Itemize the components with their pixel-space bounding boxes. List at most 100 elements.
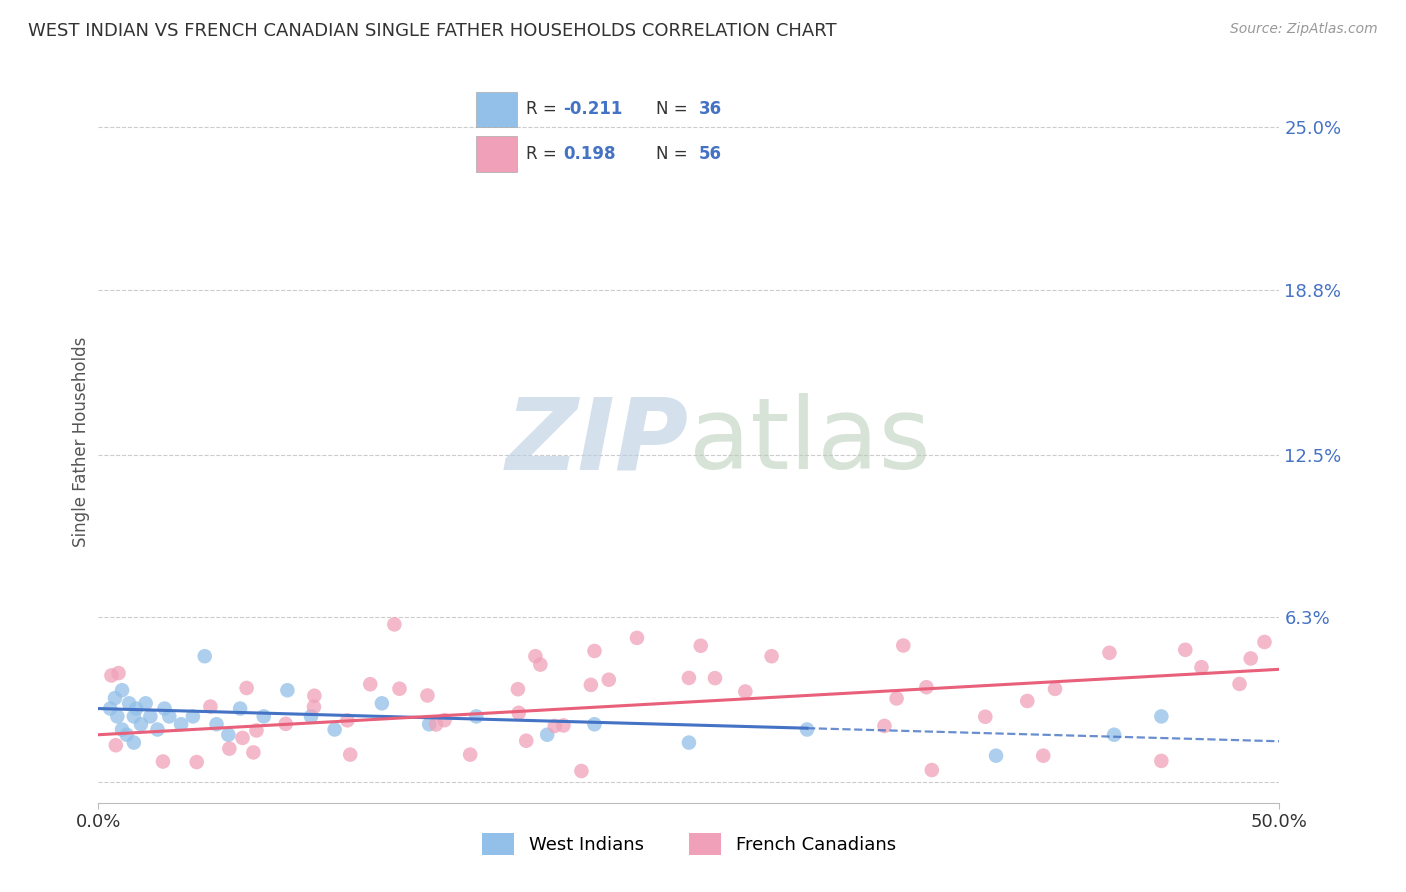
Point — [553, 718, 575, 732]
Point — [583, 717, 606, 731]
Point — [796, 723, 818, 737]
Legend: West Indians, French Canadians: West Indians, French Canadians — [475, 826, 903, 863]
Text: WEST INDIAN VS FRENCH CANADIAN SINGLE FATHER HOUSEHOLDS CORRELATION CHART: WEST INDIAN VS FRENCH CANADIAN SINGLE FA… — [28, 22, 837, 40]
Point — [304, 689, 326, 703]
Text: 36: 36 — [699, 100, 723, 118]
Point — [152, 755, 174, 769]
Point — [571, 764, 593, 778]
Point — [425, 717, 447, 731]
Point — [1150, 754, 1173, 768]
Point — [135, 696, 157, 710]
Point — [104, 738, 127, 752]
Point — [1240, 651, 1263, 665]
Text: atlas: atlas — [689, 393, 931, 490]
Point — [382, 617, 405, 632]
Point — [122, 709, 145, 723]
Point — [1191, 660, 1213, 674]
Bar — [477, 136, 516, 171]
Point — [217, 728, 239, 742]
Point — [1098, 646, 1121, 660]
Point — [235, 681, 257, 695]
Point — [886, 691, 908, 706]
Point — [200, 699, 222, 714]
Point — [626, 631, 648, 645]
Point — [229, 701, 252, 715]
Point — [1017, 694, 1039, 708]
Point — [761, 649, 783, 664]
Text: 0.198: 0.198 — [562, 145, 616, 163]
Point — [194, 649, 217, 664]
Point — [129, 717, 152, 731]
Point — [98, 701, 121, 715]
Point — [508, 706, 530, 720]
Point — [186, 755, 208, 769]
Point — [1043, 681, 1066, 696]
Point — [153, 701, 176, 715]
Text: N =: N = — [655, 145, 693, 163]
Point — [873, 719, 896, 733]
Text: 56: 56 — [699, 145, 723, 163]
Point — [974, 710, 997, 724]
Text: ZIP: ZIP — [506, 393, 689, 490]
Point — [181, 709, 204, 723]
Point — [388, 681, 411, 696]
Point — [544, 719, 567, 733]
Point — [598, 673, 620, 687]
Point — [107, 666, 129, 681]
Point — [302, 699, 325, 714]
Point — [891, 639, 914, 653]
Point — [678, 671, 700, 685]
Point — [1150, 709, 1173, 723]
Point — [253, 709, 276, 723]
Point — [231, 731, 253, 745]
Point — [105, 709, 128, 723]
Point — [583, 644, 606, 658]
Point — [458, 747, 481, 762]
Point — [915, 680, 938, 694]
Point — [1032, 748, 1054, 763]
Point — [734, 684, 756, 698]
Point — [524, 649, 547, 664]
Point — [536, 728, 558, 742]
Point — [359, 677, 381, 691]
Point — [465, 709, 488, 723]
Point — [274, 716, 297, 731]
Point — [205, 717, 228, 731]
Point — [323, 723, 346, 737]
Point — [371, 696, 394, 710]
Point — [689, 639, 711, 653]
Point — [515, 733, 537, 747]
Point — [122, 735, 145, 749]
Point — [104, 691, 127, 706]
Point — [529, 657, 551, 672]
Point — [125, 701, 148, 715]
Point — [276, 683, 298, 698]
Point — [118, 696, 141, 710]
Point — [921, 763, 943, 777]
Point — [336, 714, 359, 728]
Point — [157, 709, 180, 723]
Text: R =: R = — [526, 145, 562, 163]
Point — [339, 747, 361, 762]
Point — [139, 709, 162, 723]
Point — [1102, 728, 1125, 742]
Text: Source: ZipAtlas.com: Source: ZipAtlas.com — [1230, 22, 1378, 37]
Point — [704, 671, 727, 685]
Text: R =: R = — [526, 100, 562, 118]
Point — [984, 748, 1007, 763]
Point — [418, 717, 440, 731]
Text: N =: N = — [655, 100, 693, 118]
Point — [433, 713, 456, 727]
Point — [299, 709, 322, 723]
Point — [242, 745, 264, 759]
Text: -0.211: -0.211 — [562, 100, 623, 118]
Point — [146, 723, 169, 737]
Bar — [477, 92, 516, 128]
Point — [111, 683, 134, 698]
Point — [245, 723, 267, 738]
Point — [115, 728, 138, 742]
Point — [1253, 635, 1275, 649]
Point — [678, 735, 700, 749]
Point — [1229, 677, 1251, 691]
Point — [111, 723, 134, 737]
